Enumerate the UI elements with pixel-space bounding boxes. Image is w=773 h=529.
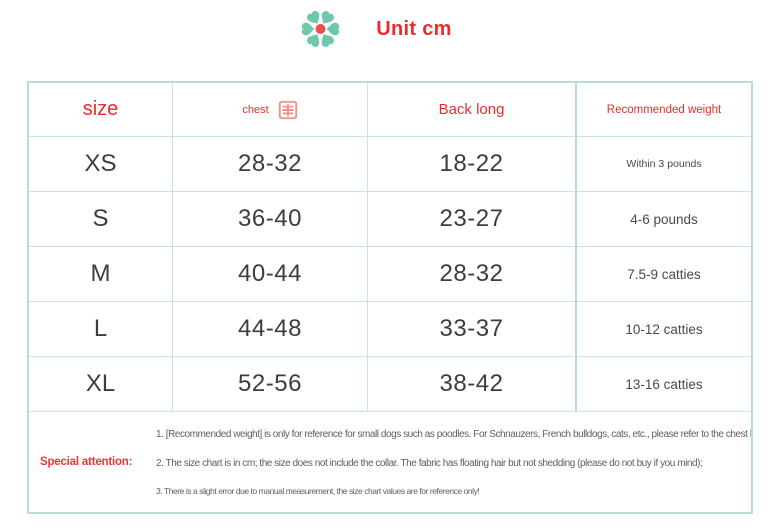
back-long-cell: 33-37: [368, 302, 577, 357]
weight-cell: 10-12 catties: [577, 302, 751, 357]
weight-cell: 7.5-9 catties: [577, 247, 751, 302]
chest-cell: 44-48: [173, 302, 368, 357]
weight-cell: 13-16 catties: [577, 357, 751, 412]
note-line: 1. [Recommended weight] is only for refe…: [156, 429, 751, 440]
back-long-cell: 38-42: [368, 357, 577, 412]
size-chart-table: size chest Back long Recommended weight …: [29, 83, 751, 412]
note-line: 2. The size chart is in cm; the size doe…: [156, 457, 703, 469]
chest-cell: 40-44: [173, 247, 368, 302]
chest-cell: 28-32: [173, 137, 368, 192]
special-attention-section: Special attention: 1. [Recommended weigh…: [29, 412, 751, 512]
page-title: Unit cm: [376, 17, 452, 40]
column-header-back-long: Back long: [368, 83, 577, 137]
column-header-chest: chest: [173, 83, 368, 137]
page-header: Unit cm: [0, 6, 761, 52]
size-cell: S: [29, 192, 173, 247]
size-cell: L: [29, 302, 173, 357]
chest-cell: 52-56: [173, 357, 368, 412]
back-long-cell: 28-32: [368, 247, 577, 302]
size-chart-sheet: size chest Back long Recommended weight …: [27, 81, 753, 514]
back-long-cell: 18-22: [368, 137, 577, 192]
chinese-stamp-icon: [278, 100, 297, 119]
column-header-size: size: [29, 83, 173, 137]
weight-cell: Within 3 pounds: [577, 137, 751, 192]
note-line: 3. There is a slight error due to manual…: [156, 486, 480, 496]
size-cell: XS: [29, 137, 173, 192]
column-header-chest-label: chest: [242, 103, 269, 116]
chest-cell: 36-40: [173, 192, 368, 247]
special-attention-label: Special attention:: [40, 456, 133, 468]
notes-list: 1. [Recommended weight] is only for refe…: [156, 412, 751, 512]
flower-icon: [301, 11, 340, 47]
size-cell: M: [29, 247, 173, 302]
size-cell: XL: [29, 357, 173, 412]
column-header-recommended-weight: Recommended weight: [577, 83, 751, 137]
weight-cell: 4-6 pounds: [577, 192, 751, 247]
back-long-cell: 23-27: [368, 192, 577, 247]
